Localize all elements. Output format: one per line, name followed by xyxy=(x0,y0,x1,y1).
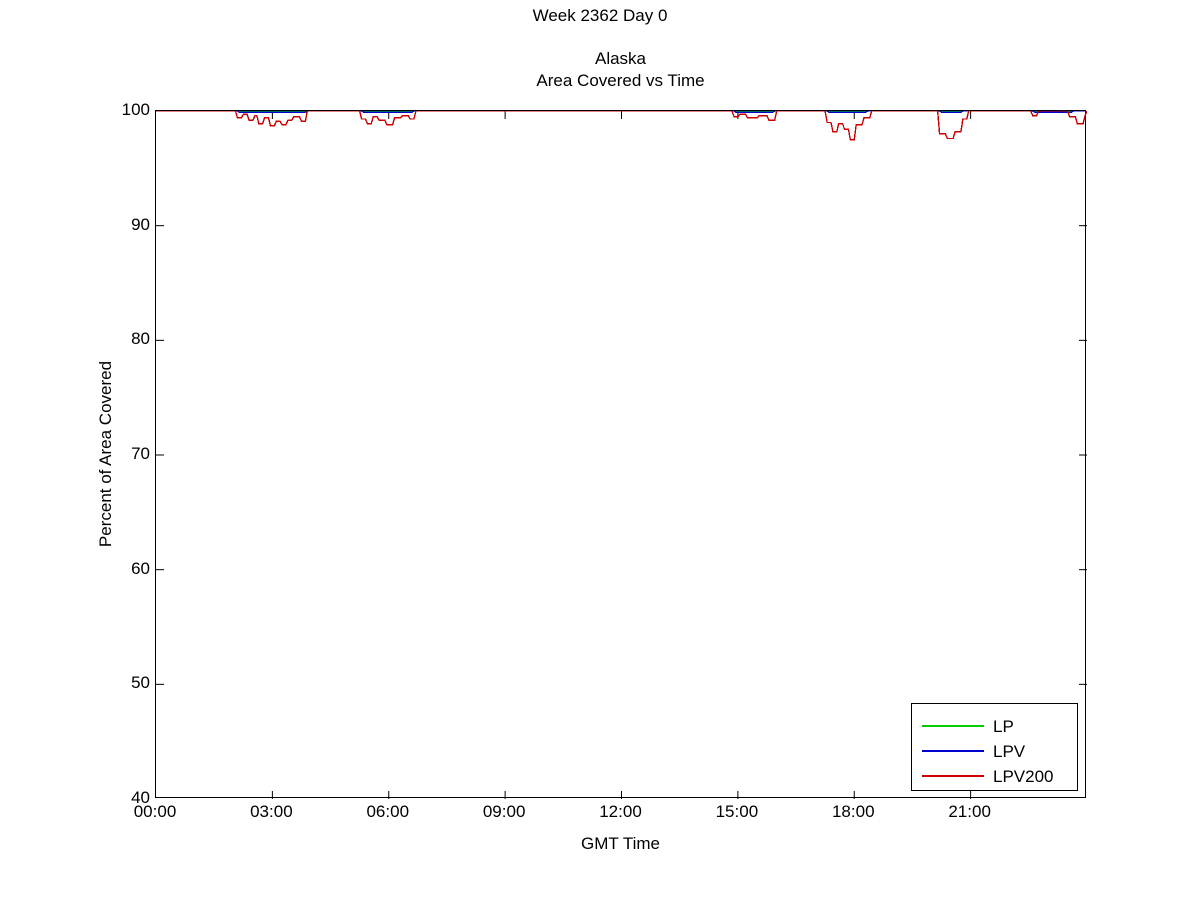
plot-svg xyxy=(156,111,1087,799)
axes-title-line1: Alaska xyxy=(594,49,647,68)
legend-entry-lpv[interactable]: LPV xyxy=(912,737,1077,765)
legend-swatch-lp xyxy=(922,725,984,727)
x-axis-ticks xyxy=(271,111,972,799)
y-tick-label: 60 xyxy=(131,558,150,578)
legend-label: LPV xyxy=(993,741,1026,761)
x-tick-label: 00:00 xyxy=(133,802,177,821)
legend-label: LPV200 xyxy=(993,766,1054,786)
x-tick-label: 15:00 xyxy=(715,802,759,821)
series-line-lpv200 xyxy=(156,111,1087,141)
legend-label: LP xyxy=(993,716,1014,736)
y-axis-tick-labels: 40 50 60 70 80 90 100 xyxy=(0,0,150,900)
legend-swatch-lpv xyxy=(922,750,984,752)
figure-supertitle: Week 2362 Day 0 xyxy=(532,6,668,25)
legend-entry-lpv200[interactable]: LPV200 xyxy=(912,762,1077,790)
legend-entry-lp[interactable]: LP xyxy=(912,712,1077,740)
x-tick-label: 18:00 xyxy=(831,802,875,821)
y-tick-label: 40 xyxy=(131,788,150,807)
x-tick-label: 03:00 xyxy=(250,802,293,821)
axes-title: Alaska Area Covered vs Time xyxy=(155,48,1086,92)
legend-box: LP LPV LPV200 xyxy=(911,703,1078,791)
x-tick-label: 21:00 xyxy=(948,802,991,821)
y-tick-label: 70 xyxy=(131,444,150,463)
plot-area xyxy=(155,110,1087,799)
legend-swatch-lpv200 xyxy=(922,775,984,777)
x-axis-label: GMT Time xyxy=(580,834,661,853)
y-tick-label: 100 xyxy=(121,100,150,119)
y-tick-label: 90 xyxy=(131,214,150,234)
series-lines xyxy=(156,111,1087,141)
x-tick-label: 06:00 xyxy=(366,802,410,821)
x-axis-tick-labels: 00:00 03:00 06:00 09:00 12:00 15:00 18:00 21:00 xyxy=(0,802,1200,832)
y-tick-label: 50 xyxy=(131,673,150,693)
y-tick-label: 80 xyxy=(131,329,150,349)
x-tick-label: 12:00 xyxy=(599,802,642,821)
x-tick-label: 09:00 xyxy=(482,802,526,821)
axes-title-line2: Area Covered vs Time xyxy=(536,71,705,90)
y-axis-label: Percent of Area Covered xyxy=(96,360,115,548)
y-axis-ticks xyxy=(156,225,1087,685)
